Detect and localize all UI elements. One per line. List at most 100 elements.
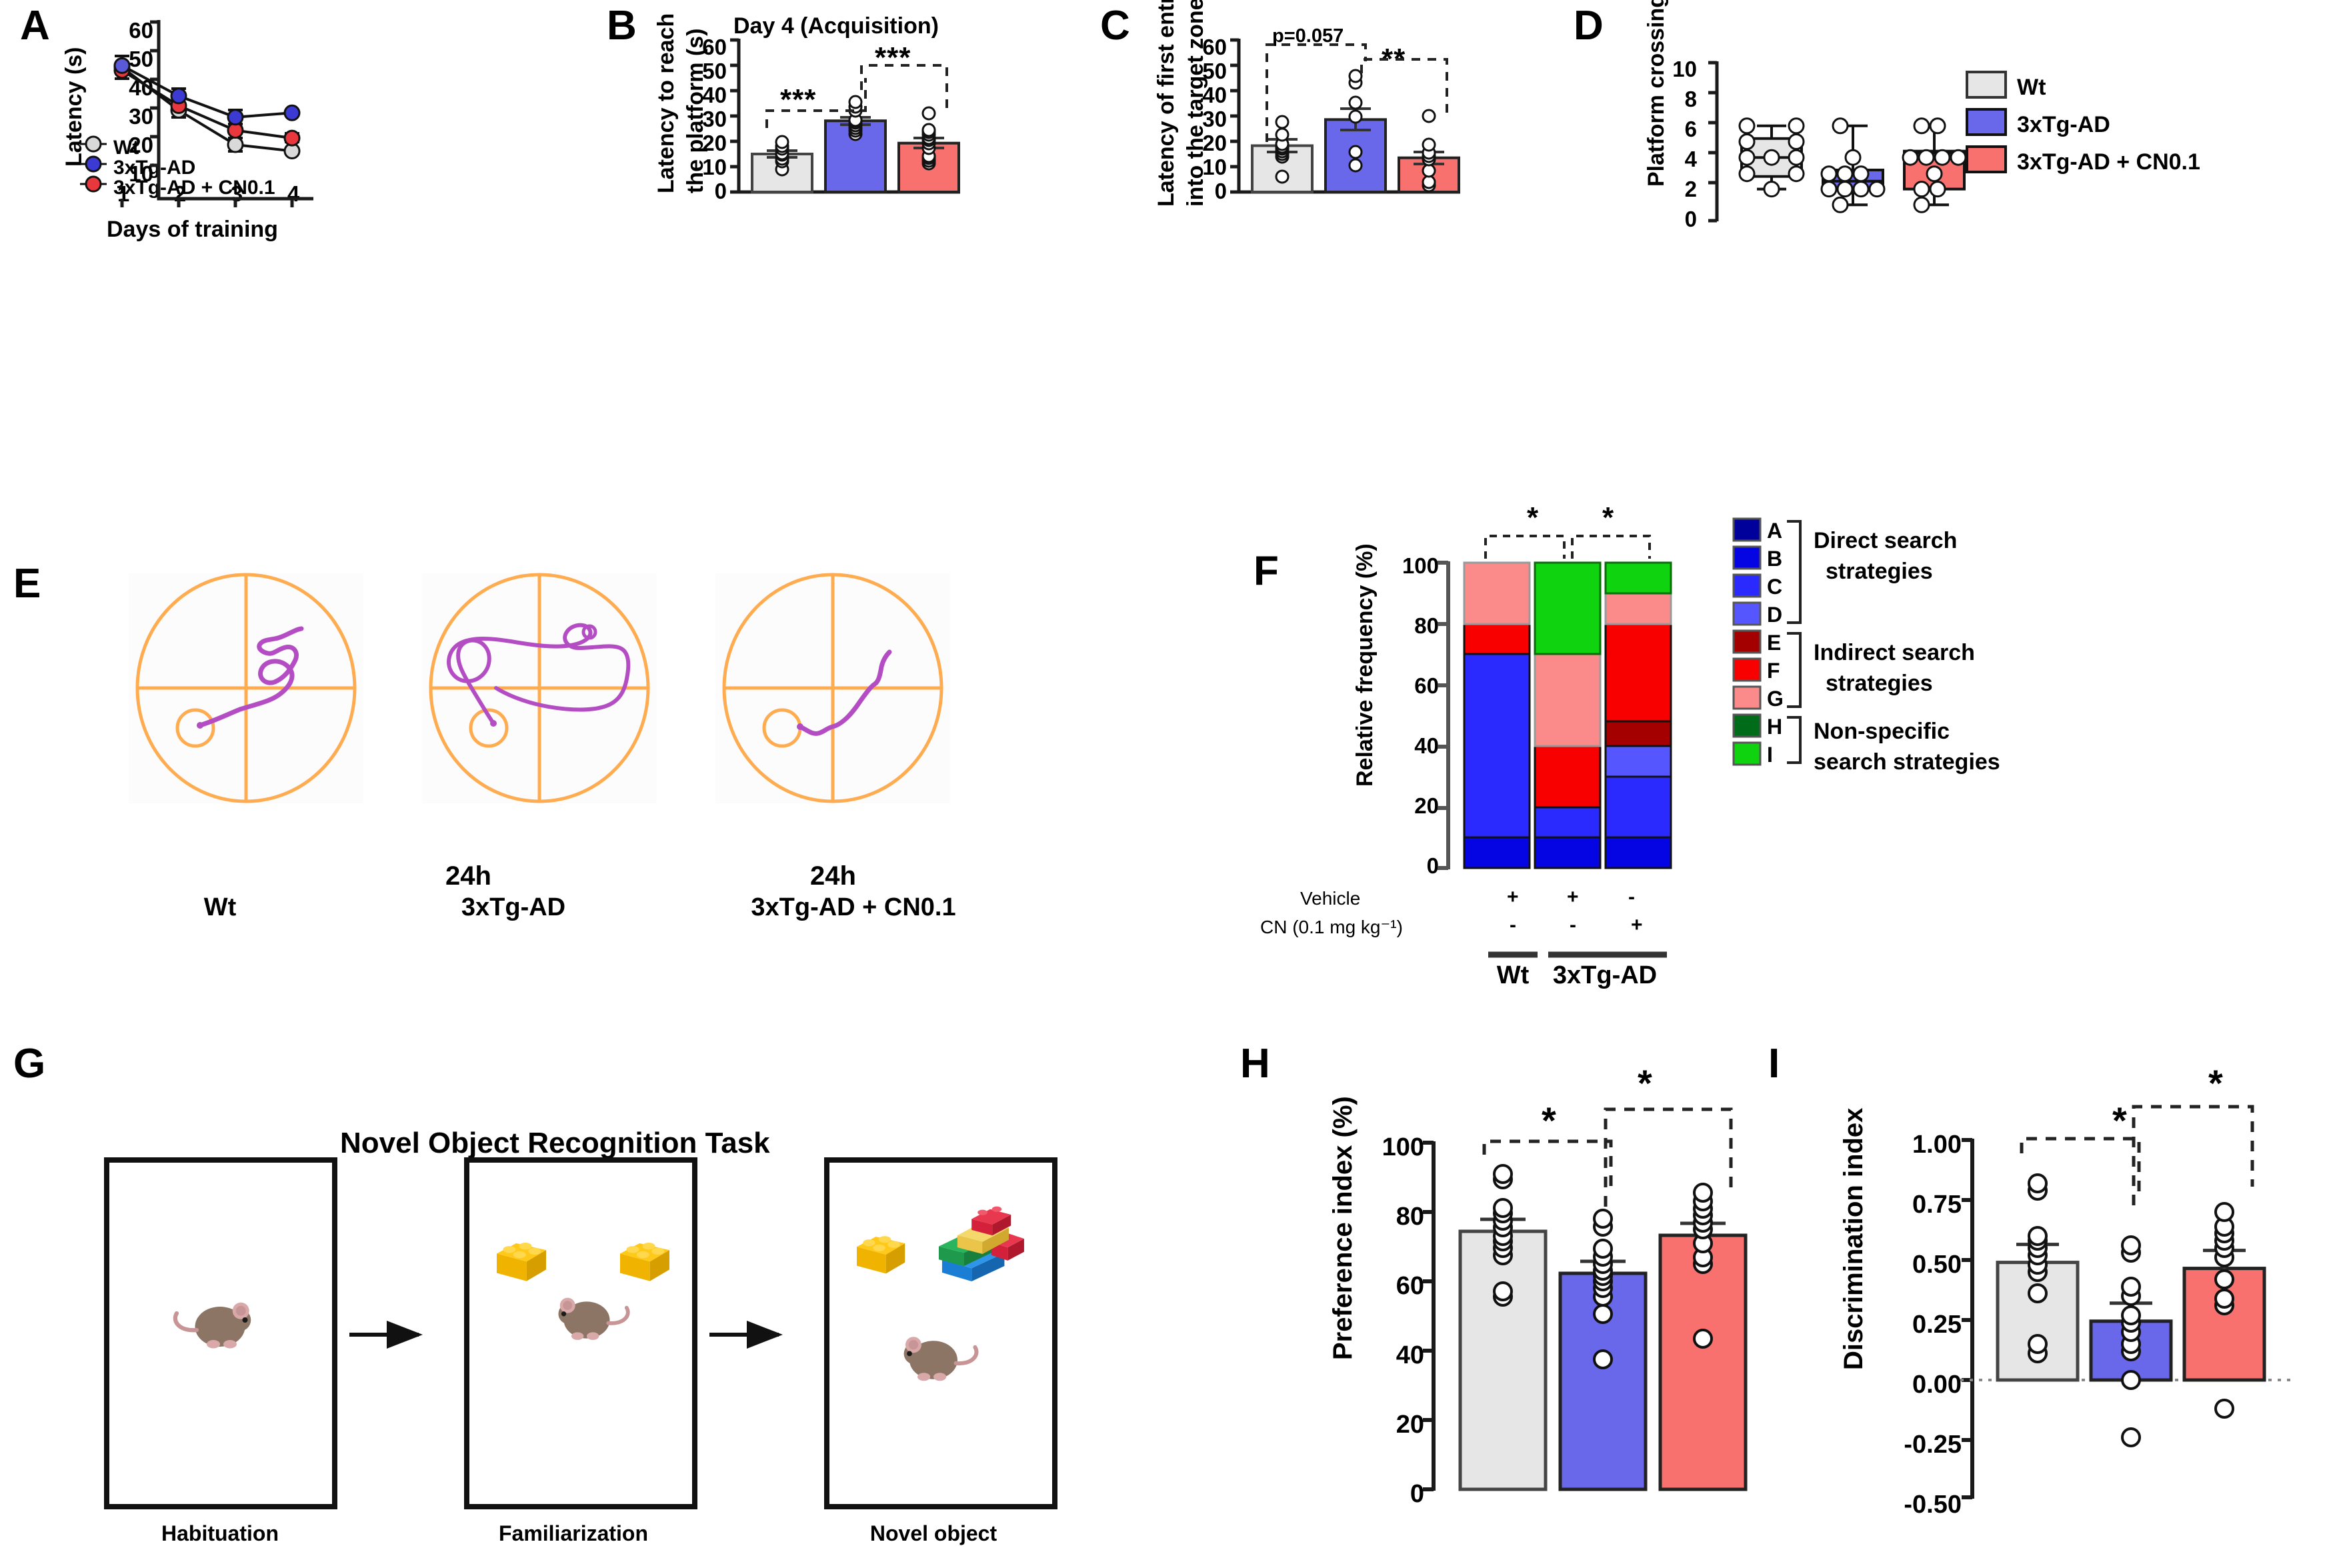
panel-g-box-label-0: Habituation	[161, 1521, 279, 1545]
panel-a-legend-label-1: 3xTg-AD	[113, 157, 196, 179]
panel-h-ytick-0: 100	[1382, 1133, 1424, 1161]
panel-e-pools	[129, 573, 950, 803]
panel-b-ytick-2: 40	[702, 83, 727, 107]
panel-f-group-label-1: 3xTg-AD	[1552, 961, 1658, 989]
panel-i-ytick-1: 0.75	[1912, 1191, 1962, 1219]
panel-a-legend-label-0: Wt	[113, 137, 139, 159]
legend-swatch-ad	[1966, 108, 2007, 136]
panel-c-pvalue: p=0.057	[1272, 25, 1344, 47]
panel-c-ytick-2: 40	[1202, 83, 1227, 107]
panel-i: I Discrimination index 1.00 0.75 0.50 0.…	[1760, 1027, 2343, 1568]
stackbar-wt	[1463, 561, 1531, 869]
box-ad	[1820, 117, 1886, 213]
panel-f-legend-group-0-line2: strategies	[1826, 559, 1933, 584]
novel-object-lego	[939, 1206, 1024, 1281]
bar-wt	[1458, 1229, 1548, 1491]
panel-b-ytick-6: 0	[714, 179, 727, 203]
panel-a: A Latency (s) Days of training 60 50 40 …	[0, 0, 587, 533]
panel-c-letter: C	[1100, 3, 1130, 49]
panel-a-letter: A	[20, 3, 50, 49]
panel-f-sig-1: *	[1527, 501, 1540, 534]
panel-d-ytick-4: 2	[1684, 177, 1697, 201]
panel-h-sig-1: *	[1542, 1099, 1557, 1141]
panel-a-ytick-5: 10	[129, 161, 153, 186]
panel-f-letter: F	[1254, 548, 1279, 594]
panel-f-ytick-0: 100	[1402, 553, 1439, 578]
panel-b-ytick-1: 50	[702, 59, 727, 83]
panel-b-plot	[730, 38, 960, 194]
panel-f-legend-key-H: H	[1767, 715, 1783, 739]
panel-f: F Relative frequency (%) 100 80 60 40 20…	[1240, 501, 2343, 1027]
panel-d-legend-label-0: Wt	[2017, 75, 2046, 100]
legend-swatch-B	[1732, 545, 1762, 570]
panel-g-box-label-2: Novel object	[869, 1521, 997, 1545]
legend-swatch-H	[1732, 713, 1762, 738]
panel-f-cell-r1c0: -	[1510, 914, 1516, 936]
panel-e-letter: E	[13, 561, 41, 607]
panel-b-ytick-4: 20	[702, 131, 727, 155]
panel-f-cell-r1c2: +	[1631, 914, 1643, 936]
panel-g-diagram	[104, 1157, 1057, 1509]
panel-b-letter: B	[607, 3, 637, 49]
panel-f-legend-group-2-line2: search strategies	[1814, 749, 2000, 775]
panel-a-ytick-0: 60	[129, 18, 153, 43]
panel-i-ytick-4: 0.00	[1912, 1371, 1962, 1399]
panel-e: E Wt 3xTg-AD 3xTg-AD + CN0.1	[0, 547, 1240, 1027]
panel-g-letter: G	[13, 1041, 45, 1087]
stackbar-adcn	[1604, 561, 1672, 869]
legend-swatch-G	[1732, 685, 1762, 710]
panel-g-box-label-1: Familiarization	[498, 1521, 649, 1545]
panel-i-plot	[1960, 1105, 2294, 1499]
panel-i-ytick-0: 1.00	[1912, 1131, 1962, 1159]
panel-f-legend-key-A: A	[1767, 519, 1783, 543]
panel-d-ytick-2: 6	[1684, 117, 1697, 141]
panel-d-legend-label-2: 3xTg-AD + CN0.1	[2017, 149, 2200, 175]
panel-g: G Novel Object Recognition Task 24h 24h …	[0, 861, 1240, 1568]
panel-f-legend-key-D: D	[1767, 603, 1783, 627]
panel-i-ytick-5: -0.25	[1904, 1431, 1962, 1459]
panel-a-ytick-1: 50	[129, 47, 153, 71]
panel-f-row-label-1: CN (0.1 mg kg⁻¹)	[1260, 917, 1403, 937]
panel-f-legend-key-B: B	[1767, 547, 1783, 571]
legend-swatch-wt	[1966, 71, 2007, 99]
panel-f-legend-key-I: I	[1767, 743, 1773, 767]
panel-e-caption-0: Wt	[203, 893, 237, 921]
panel-d-ytick-5: 0	[1684, 207, 1697, 231]
panel-d: D Platform crossings 10 8 6 4 2 0 Wt 3xT…	[1560, 0, 2343, 493]
panel-d-ytick-1: 8	[1684, 87, 1697, 111]
panel-h-ytick-3: 40	[1396, 1341, 1424, 1369]
panel-h-plot	[1423, 1107, 1748, 1491]
panel-i-ytick-6: -0.50	[1904, 1491, 1962, 1519]
panel-f-sig-2: *	[1602, 501, 1615, 534]
panel-f-legend-key-C: C	[1767, 575, 1783, 599]
box-adcn	[1902, 117, 1967, 213]
swim-pool-adcn	[715, 573, 950, 803]
panel-h-ytick-2: 60	[1396, 1272, 1424, 1300]
panel-f-legend-group-2-line1: Non-specific	[1814, 719, 1950, 744]
panel-h-sig-2: *	[1638, 1062, 1653, 1104]
panel-f-ytick-4: 20	[1414, 793, 1439, 818]
panel-i-letter: I	[1768, 1041, 1780, 1087]
panel-e-caption-1: 3xTg-AD	[461, 893, 566, 921]
panel-b: B Day 4 (Acquisition) Latency to reach t…	[587, 0, 1080, 493]
panel-f-legend-group-1-line2: strategies	[1826, 671, 1933, 696]
panel-a-ytick-4: 20	[129, 133, 153, 157]
legend-swatch-D	[1732, 601, 1762, 626]
bar-adcn	[1658, 1233, 1748, 1491]
panel-a-ytick-3: 30	[129, 104, 153, 129]
panel-h-ytick-1: 80	[1396, 1203, 1424, 1231]
swim-pool-wt	[129, 573, 363, 803]
panel-h-ytick-5: 0	[1410, 1480, 1424, 1508]
panel-a-xlabel: Days of training	[107, 217, 278, 242]
panel-f-ytick-2: 60	[1414, 673, 1439, 698]
bar-ad	[1558, 1271, 1648, 1491]
panel-d-legend-label-1: 3xTg-AD	[2017, 112, 2110, 137]
legend-swatch-I	[1732, 741, 1762, 766]
panel-d-letter: D	[1574, 3, 1604, 49]
panel-a-legend-label-2: 3xTg-AD + CN0.1	[113, 177, 275, 199]
panel-b-ytick-3: 30	[702, 107, 727, 131]
panel-f-cell-r0c1: +	[1567, 886, 1579, 908]
legend-swatch-adcn	[1966, 145, 2007, 173]
panel-a-xtick-0: 1	[117, 181, 130, 206]
panel-g-arrow-label-0: 24h	[445, 861, 491, 891]
